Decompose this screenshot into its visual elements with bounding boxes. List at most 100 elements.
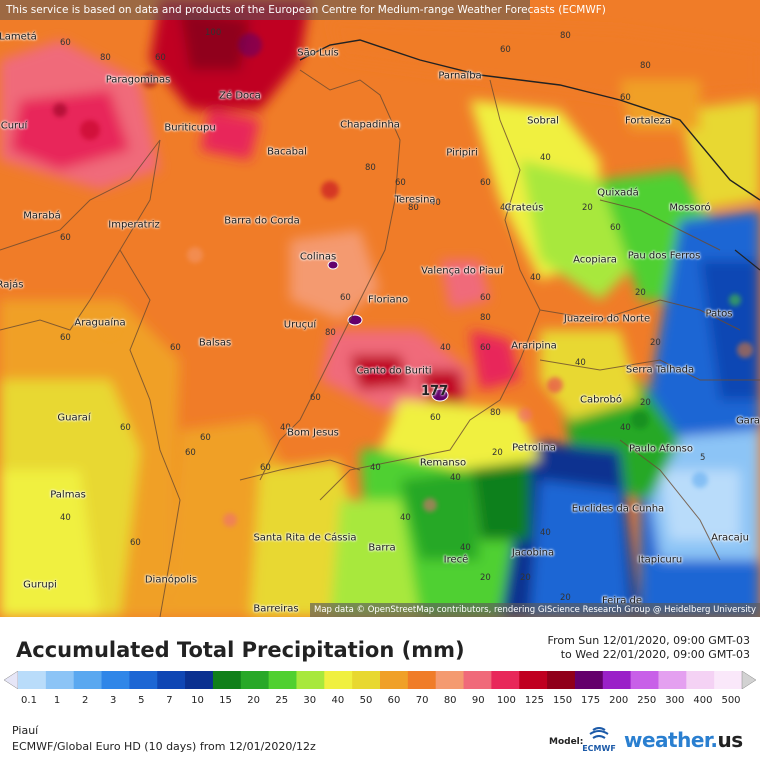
contour-label: 20	[520, 573, 531, 583]
legend-arrow-right	[741, 671, 756, 689]
contour-label: 20	[635, 288, 646, 298]
legend-swatch	[519, 671, 548, 689]
color-scale-bar	[4, 671, 756, 689]
contour-label: 60	[610, 223, 621, 233]
legend-swatch	[407, 671, 437, 689]
brand-suffix: us	[717, 728, 744, 752]
legend-tick-label: 300	[665, 695, 685, 706]
contour-label: 40	[575, 358, 586, 368]
contour-label: 20	[650, 338, 661, 348]
contour-label: 60	[480, 343, 491, 353]
legend-tick-label: 50	[359, 695, 373, 706]
contour-label: 60	[480, 293, 491, 303]
legend-tick-label: 30	[303, 695, 317, 706]
legend-tick-label: 100	[496, 695, 516, 706]
legend-swatch	[157, 671, 186, 689]
legend-tick-label: 175	[581, 695, 601, 706]
legend-tick-label: 60	[387, 695, 401, 706]
legend-swatch	[185, 671, 214, 689]
contour-label: 40	[540, 153, 551, 163]
legend-tick-label: 250	[637, 695, 657, 706]
legend-swatch	[491, 671, 520, 689]
contour-label: 60	[480, 178, 491, 188]
contour-label: 40	[280, 423, 291, 433]
contour-label: 60	[60, 333, 71, 343]
brand-name: weather.	[624, 728, 718, 752]
contour-label: 20	[582, 203, 593, 213]
contour-label: 60	[170, 343, 181, 353]
contour-label: 60	[395, 178, 406, 188]
date-range: From Sun 12/01/2020, 09:00 GMT-03 to Wed…	[548, 634, 750, 662]
map-attribution: Map data © OpenStreetMap contributors, r…	[310, 603, 760, 617]
contour-label: 40	[530, 273, 541, 283]
legend-tick-label: 40	[331, 695, 345, 706]
contour-label: 40	[370, 463, 381, 473]
contour-label: 80	[480, 313, 491, 323]
model-label: Model:	[549, 737, 584, 747]
weather-us-logo[interactable]: weather.us	[624, 728, 743, 752]
legend-swatch	[435, 671, 465, 689]
contour-label: 40	[620, 423, 631, 433]
contour-label: 40	[540, 528, 551, 538]
legend-swatch	[602, 671, 632, 689]
contour-label: 60	[340, 293, 351, 303]
contour-label: 80	[640, 61, 651, 71]
max-marker	[431, 388, 449, 402]
legend-swatch	[296, 671, 325, 689]
contour-label: 60	[120, 423, 131, 433]
contour-label: 40	[460, 543, 471, 553]
contour-label: 60	[130, 538, 141, 548]
legend-swatch	[129, 671, 158, 689]
legend-tick-label: 7	[166, 695, 173, 706]
date-from: From Sun 12/01/2020, 09:00 GMT-03	[547, 634, 750, 647]
contour-label: 40	[400, 513, 411, 523]
region-name: Piauí	[12, 724, 39, 737]
contour-label: 80	[325, 328, 336, 338]
legend-tick-label: 15	[219, 695, 232, 706]
legend-swatch	[547, 671, 576, 689]
map-title: Accumulated Total Precipitation (mm)	[16, 638, 465, 662]
precipitation-field	[0, 0, 760, 617]
legend-tick-label: 125	[524, 695, 544, 706]
legend-tick-label: 3	[110, 695, 117, 706]
legend-swatch	[212, 671, 242, 689]
legend-tick-label: 2	[81, 695, 89, 706]
coastline-east	[734, 249, 760, 271]
legend-tick-label: 150	[552, 695, 573, 706]
contour-label: 60	[310, 393, 321, 403]
contour-label: 60	[260, 463, 271, 473]
legend-swatch	[240, 671, 270, 689]
legend-swatch	[463, 671, 492, 689]
contour-label: 80	[490, 408, 501, 418]
legend-swatch	[380, 671, 409, 689]
date-to: to Wed 22/01/2020, 09:00 GMT-03	[560, 648, 750, 661]
contour-label: 80	[365, 163, 376, 173]
contour-label: 20	[640, 398, 651, 408]
precipitation-map[interactable]: 60 80 60 100 60 80 80 60 40 60 40 20 60 80 60 80 40 60 20 4…	[0, 0, 760, 617]
contour-labels: 60 80 60 100 60 80 80 60 40 60 40 20 60 80 60 80 40 60 20 4…	[60, 28, 705, 603]
contour-label: 40	[440, 343, 451, 353]
contour-label: 100	[205, 28, 221, 38]
legend-tick-label: 10	[191, 695, 204, 706]
contour-label: 20	[492, 448, 503, 458]
contour-label: 60	[185, 448, 196, 458]
legend-tick-label: 25	[275, 695, 289, 706]
contour-label: 80	[100, 53, 111, 63]
legend-tick-label: 200	[609, 695, 629, 706]
contour-label: 20	[560, 593, 571, 603]
legend-tick-label: 5	[138, 695, 145, 706]
legend-swatch	[268, 671, 297, 689]
legend-swatch	[630, 671, 659, 689]
state-borders	[0, 69, 760, 617]
noise-overlay	[53, 33, 753, 527]
contour-label: 60	[60, 38, 71, 48]
contour-label: 60	[155, 53, 166, 63]
legend-tick-label: 20	[247, 695, 260, 706]
legend-swatch	[73, 671, 103, 689]
legend-arrow-left	[4, 671, 19, 689]
legend-swatch	[352, 671, 381, 689]
legend-tick-label: 90	[471, 695, 485, 706]
legend-swatch	[686, 671, 715, 689]
legend-swatch	[714, 671, 743, 689]
max-marker	[327, 260, 339, 270]
